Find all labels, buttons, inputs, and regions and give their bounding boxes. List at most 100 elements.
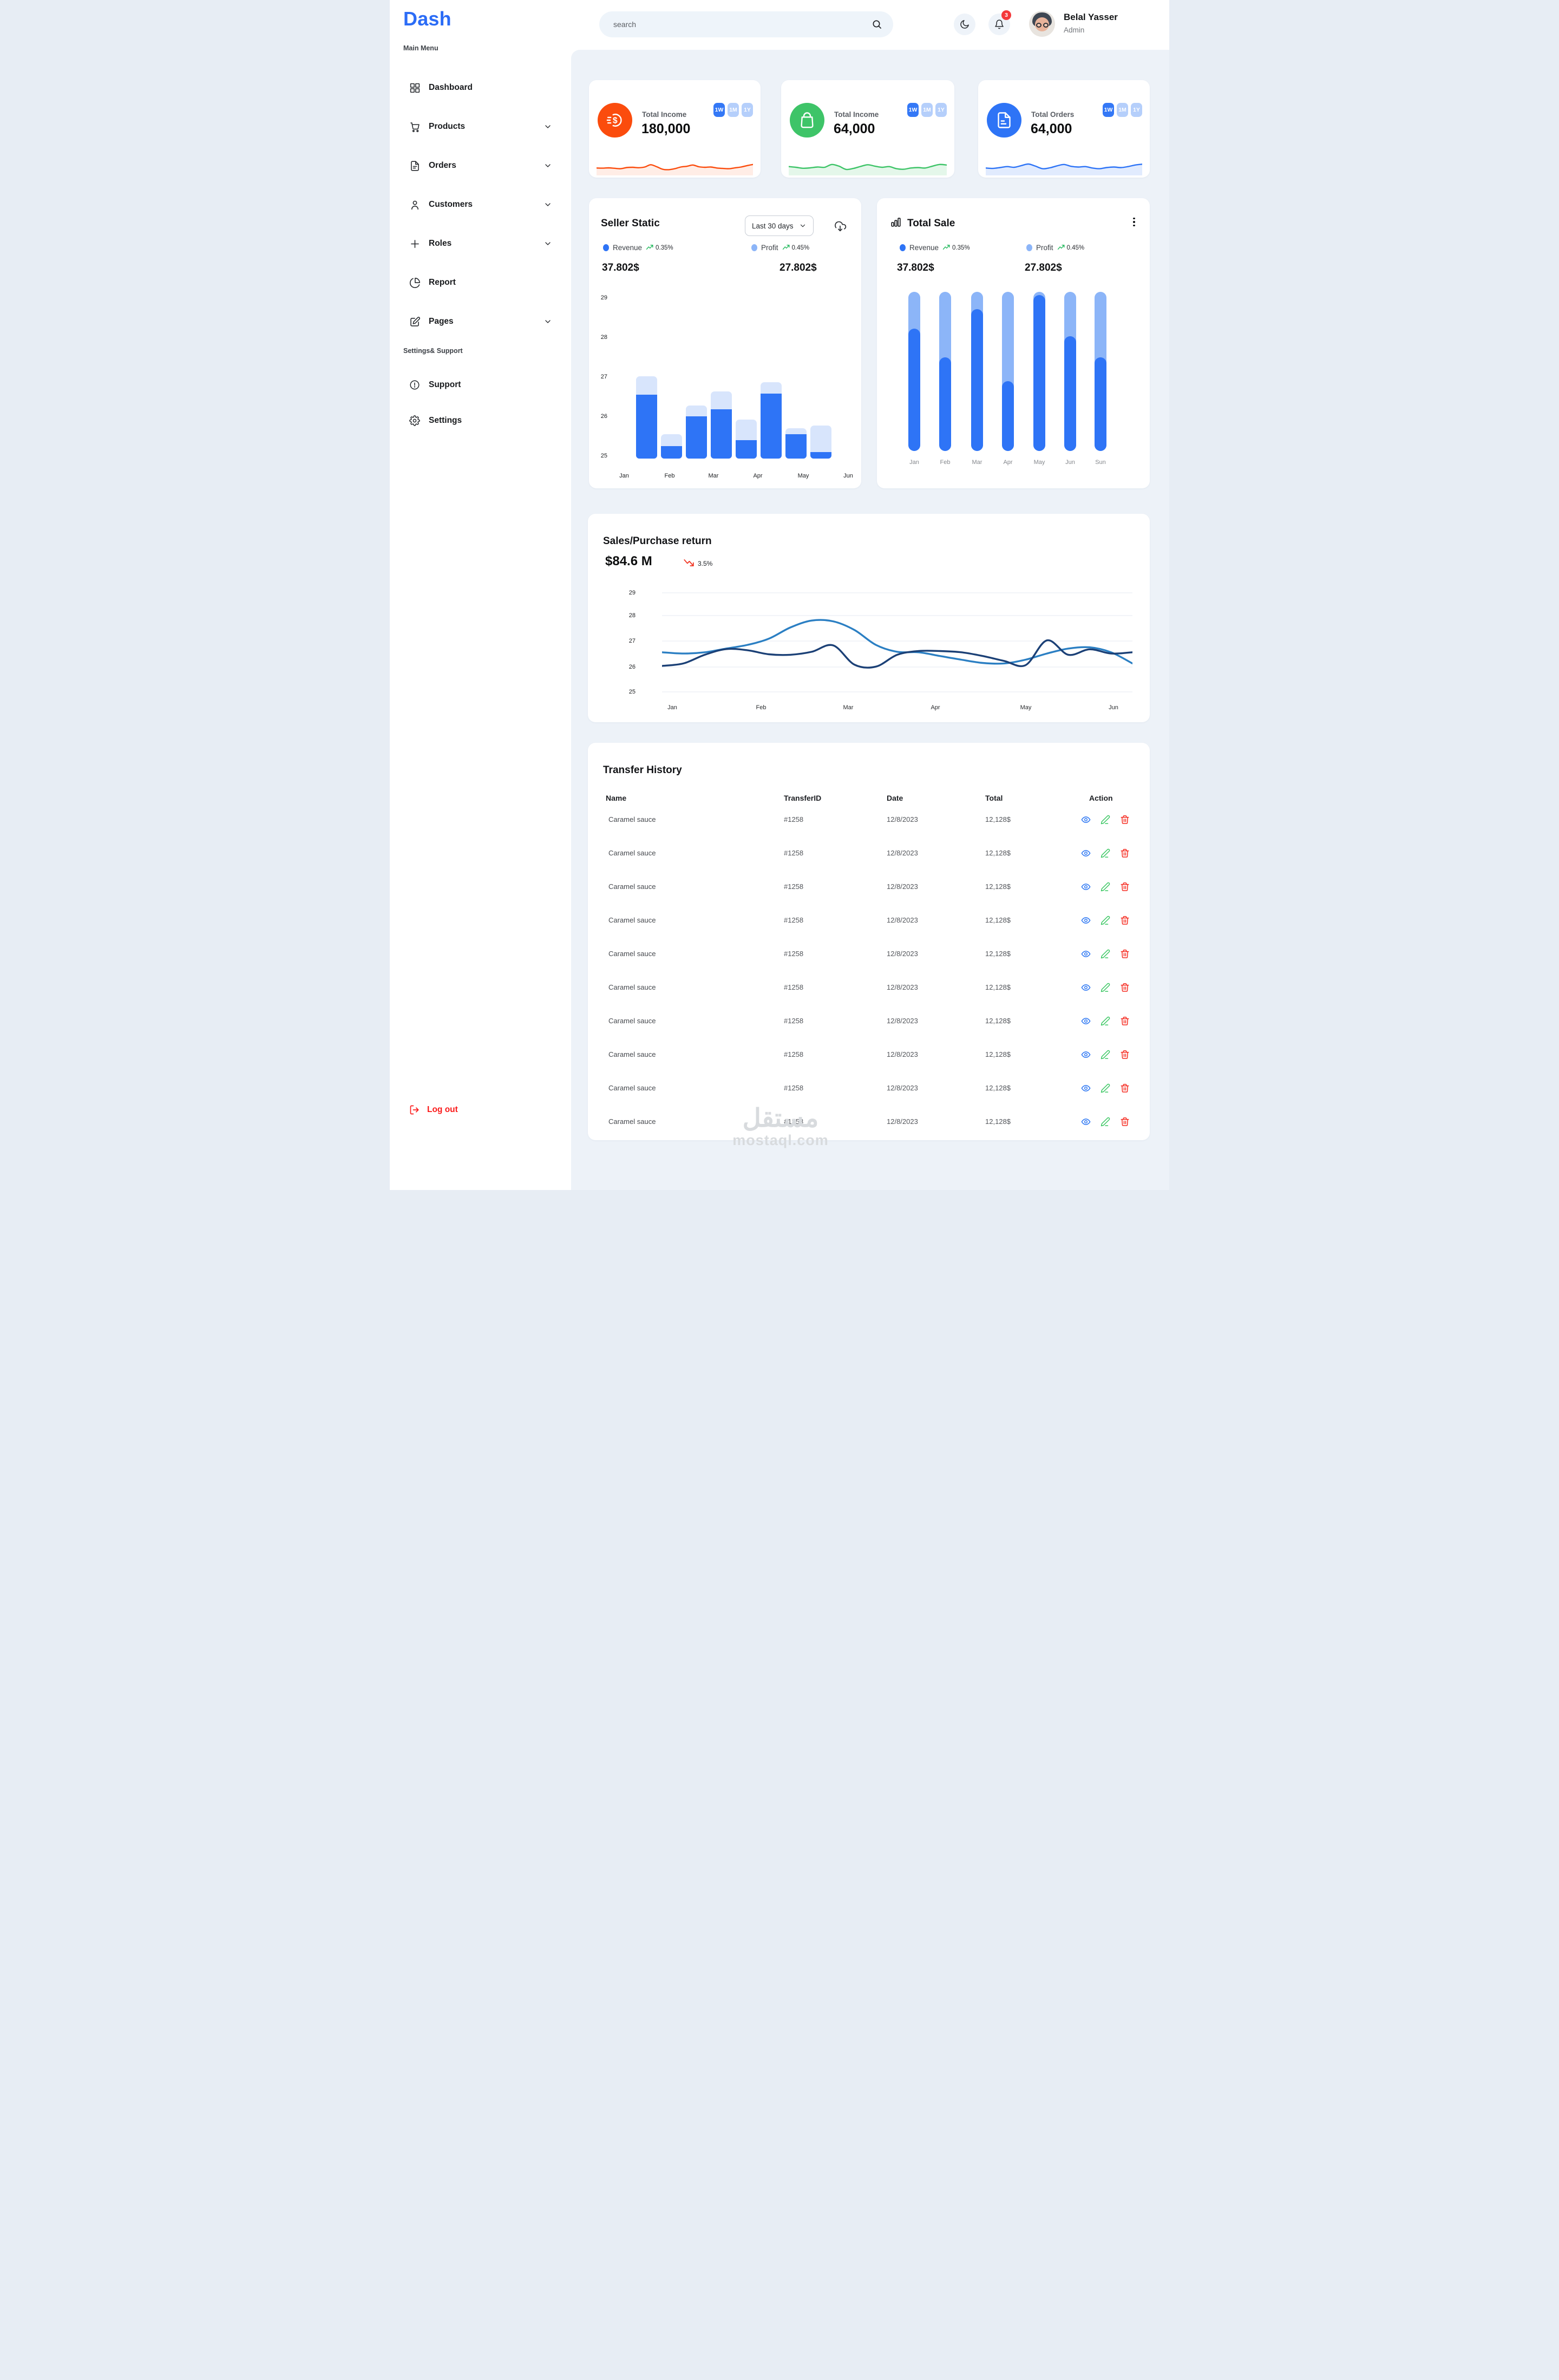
delete-icon[interactable]	[1120, 815, 1130, 825]
chevron-down-icon[interactable]	[543, 317, 552, 326]
edit-icon[interactable]	[1101, 1117, 1110, 1127]
view-icon[interactable]	[1081, 815, 1091, 825]
sidebar-item-customers[interactable]: Customers	[390, 185, 571, 224]
pill-1m[interactable]: 1M	[1117, 103, 1128, 117]
pill-1m[interactable]: 1M	[728, 103, 739, 117]
stat-value: 64,000	[834, 121, 875, 136]
edit-icon[interactable]	[1101, 1050, 1110, 1060]
roles-icon	[409, 238, 421, 250]
edit-icon[interactable]	[1101, 916, 1110, 925]
legend-trend: 0.35%	[942, 244, 970, 252]
view-icon[interactable]	[1081, 1016, 1091, 1026]
search-icon[interactable]	[872, 19, 882, 30]
view-icon[interactable]	[1081, 916, 1091, 925]
delete-icon[interactable]	[1120, 1050, 1130, 1060]
pill-1m[interactable]: 1M	[921, 103, 933, 117]
view-icon[interactable]	[1081, 882, 1091, 892]
table-row[interactable]: Caramel sauce #1258 12/8/2023 12,128$	[595, 982, 1142, 994]
pill-1y[interactable]: 1Y	[742, 103, 753, 117]
cell-total: 12,128$	[985, 1117, 1011, 1126]
bar-revenue[interactable]	[661, 446, 682, 459]
pill-1y[interactable]: 1Y	[935, 103, 947, 117]
bar-revenue[interactable]	[711, 409, 732, 459]
bar-fill[interactable]	[1095, 357, 1106, 451]
chevron-down-icon[interactable]	[543, 161, 552, 170]
sidebar-item-support[interactable]: Support	[390, 367, 571, 403]
delete-icon[interactable]	[1120, 882, 1130, 892]
avatar[interactable]	[1029, 11, 1055, 37]
sidebar-item-orders[interactable]: Orders	[390, 146, 571, 185]
sidebar-item-dashboard[interactable]: Dashboard	[390, 68, 571, 107]
bar-fill[interactable]	[1002, 381, 1014, 451]
sidebar-item-report[interactable]: Report	[390, 263, 571, 302]
table-row[interactable]: Caramel sauce #1258 12/8/2023 12,128$	[595, 915, 1142, 927]
edit-icon[interactable]	[1101, 1083, 1110, 1093]
bar-revenue[interactable]	[686, 416, 707, 459]
delete-icon[interactable]	[1120, 1016, 1130, 1026]
sidebar-item-products[interactable]: Products	[390, 107, 571, 146]
notifications-button[interactable]: 3	[988, 10, 1011, 35]
app-logo[interactable]: Dash	[403, 8, 451, 30]
delete-icon[interactable]	[1120, 949, 1130, 959]
chevron-down-icon[interactable]	[543, 200, 552, 209]
delete-icon[interactable]	[1120, 1117, 1130, 1127]
table-row[interactable]: Caramel sauce #1258 12/8/2023 12,128$	[595, 881, 1142, 893]
edit-icon[interactable]	[1101, 1016, 1110, 1026]
sidebar-item-settings[interactable]: Settings	[390, 403, 571, 439]
delete-icon[interactable]	[1120, 1083, 1130, 1093]
table-row[interactable]: Caramel sauce #1258 12/8/2023 12,128$	[595, 1016, 1142, 1028]
table-row[interactable]: Caramel sauce #1258 12/8/2023 12,128$	[595, 1049, 1142, 1061]
legend-dot	[603, 244, 609, 251]
bar-fill[interactable]	[939, 357, 951, 451]
chevron-down-icon[interactable]	[543, 239, 552, 248]
bar-fill[interactable]	[908, 329, 920, 451]
pill-1y[interactable]: 1Y	[1131, 103, 1142, 117]
table-row[interactable]: Caramel sauce #1258 12/8/2023 12,128$	[595, 949, 1142, 960]
sidebar-item-pages[interactable]: Pages	[390, 302, 571, 341]
dashboard-icon	[409, 82, 421, 94]
pill-1w[interactable]: 1W	[713, 103, 725, 117]
bar-fill[interactable]	[1033, 295, 1045, 451]
support-icon	[409, 380, 421, 391]
bar-fill[interactable]	[1064, 336, 1076, 451]
delete-icon[interactable]	[1120, 983, 1130, 992]
legend-dot	[900, 244, 906, 251]
bar-revenue[interactable]	[736, 440, 757, 459]
trend-up-icon	[942, 244, 951, 252]
edit-icon[interactable]	[1101, 848, 1110, 858]
pill-1w[interactable]: 1W	[907, 103, 919, 117]
date-range-select[interactable]: Last 30 days	[745, 215, 814, 236]
download-icon[interactable]	[834, 220, 847, 233]
delete-icon[interactable]	[1120, 848, 1130, 858]
edit-icon[interactable]	[1101, 949, 1110, 959]
dark-mode-toggle[interactable]	[954, 14, 975, 35]
view-icon[interactable]	[1081, 1117, 1091, 1127]
view-icon[interactable]	[1081, 983, 1091, 992]
report-icon	[409, 277, 421, 289]
pill-1w[interactable]: 1W	[1103, 103, 1114, 117]
chevron-down-icon[interactable]	[543, 122, 552, 131]
edit-icon[interactable]	[1101, 983, 1110, 992]
table-row[interactable]: Caramel sauce #1258 12/8/2023 12,128$	[595, 848, 1142, 860]
delete-icon[interactable]	[1120, 916, 1130, 925]
bar-fill[interactable]	[971, 309, 983, 451]
view-icon[interactable]	[1081, 1050, 1091, 1060]
view-icon[interactable]	[1081, 848, 1091, 858]
bar-revenue[interactable]	[810, 452, 831, 459]
kebab-menu-icon[interactable]	[1129, 215, 1139, 228]
edit-icon[interactable]	[1101, 815, 1110, 825]
bar-revenue[interactable]	[761, 394, 782, 459]
table-row[interactable]: Caramel sauce #1258 12/8/2023 12,128$	[595, 814, 1142, 826]
view-icon[interactable]	[1081, 1083, 1091, 1093]
edit-icon[interactable]	[1101, 882, 1110, 892]
search-input[interactable]	[613, 11, 862, 37]
sparkline-chart	[789, 164, 947, 175]
table-row[interactable]: Caramel sauce #1258 12/8/2023 12,128$	[595, 1116, 1142, 1128]
logout-button[interactable]: Log out	[390, 1095, 571, 1125]
sidebar-item-roles[interactable]: Roles	[390, 224, 571, 263]
table-row[interactable]: Caramel sauce #1258 12/8/2023 12,128$	[595, 1083, 1142, 1095]
view-icon[interactable]	[1081, 949, 1091, 959]
transfer-history-title: Transfer History	[603, 764, 682, 776]
bar-revenue[interactable]	[785, 434, 807, 459]
bar-revenue[interactable]	[636, 395, 657, 459]
